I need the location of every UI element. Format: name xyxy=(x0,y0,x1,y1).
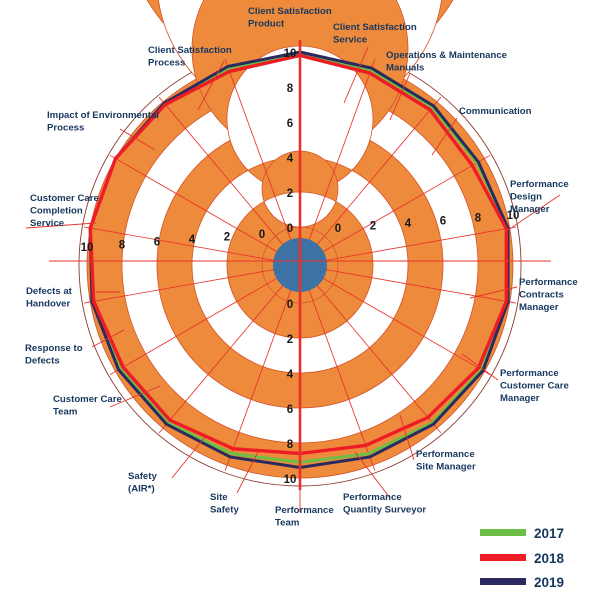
tick-label: 4 xyxy=(287,153,294,165)
tick-label: 6 xyxy=(287,118,293,130)
axis-label-l7: Performance Site Manager xyxy=(416,449,476,473)
tick-label: 4 xyxy=(287,369,294,381)
tick-label: 2 xyxy=(370,221,376,233)
tick-label: 10 xyxy=(81,242,94,254)
tick-label: 0 xyxy=(259,229,265,241)
axis-label-l17: Client Satisfaction Process xyxy=(148,45,232,69)
tick-label: 8 xyxy=(475,213,482,225)
axis-label-top: Client Satisfaction Product xyxy=(248,6,332,30)
vertical-axis xyxy=(49,40,551,490)
tick-label: 0 xyxy=(287,299,293,311)
tick-label: 6 xyxy=(287,404,293,416)
legend-label-2018: 2018 xyxy=(534,551,565,566)
axis-label-l4: Performance Design Manager xyxy=(510,179,569,215)
axis-label-l1: Client Satisfaction Service xyxy=(333,22,417,46)
tick-label: 0 xyxy=(287,223,293,235)
tick-label: 8 xyxy=(287,439,294,451)
tick-label: 10 xyxy=(284,474,297,486)
axis-label-l9: Performance Team xyxy=(275,505,334,529)
tick-label: 8 xyxy=(119,239,126,251)
tick-label: 10 xyxy=(507,210,520,222)
tick-label: 2 xyxy=(224,231,230,243)
axis-labels: Client Satisfaction Product Client Satisfa… xyxy=(25,6,578,529)
legend-label-2017: 2017 xyxy=(534,526,564,541)
tick-label: 10 xyxy=(284,48,297,60)
axis-label-l8: Performance Quantity Surveyor xyxy=(343,492,426,516)
legend-label-2019: 2019 xyxy=(534,575,564,590)
axis-label-l13: Response to Defects xyxy=(25,343,83,367)
axis-label-l12: Customer Care Team xyxy=(53,394,122,418)
axis-label-l2: Operations & Maintenance Manuals xyxy=(386,50,507,74)
tick-labels: 10 8 6 4 2 0 0 2 4 6 8 10 10 8 6 4 2 0 0 2 4 6 8 10 xyxy=(81,48,520,486)
axis-label-l11: Safety (AIR*) xyxy=(128,471,157,495)
axis-label-l6: Performance Customer Care Manager xyxy=(500,368,569,404)
legend-swatch-2019 xyxy=(480,578,526,585)
tick-label: 8 xyxy=(287,83,294,95)
tick-label: 4 xyxy=(405,218,412,230)
tick-label: 2 xyxy=(287,334,293,346)
label-leader-lines xyxy=(25,46,561,512)
tick-label: 2 xyxy=(287,188,293,200)
axis-label-l10: Site Safety xyxy=(210,492,239,516)
tick-label: 6 xyxy=(154,237,160,249)
legend-swatch-2018 xyxy=(480,554,526,561)
axis-label-l3: Communication xyxy=(459,106,532,117)
axis-label-l15: Customer Care Completion Service xyxy=(30,193,99,229)
tick-label: 6 xyxy=(440,215,446,227)
legend: 2017 2018 2019 xyxy=(480,526,565,590)
axis-label-l5: Performance Contracts Manager xyxy=(519,277,578,313)
axis-label-l16: Impact of Environmental Process xyxy=(47,110,159,134)
tick-label: 4 xyxy=(189,234,196,246)
tick-label: 0 xyxy=(335,223,341,235)
legend-swatch-2017 xyxy=(480,529,526,536)
axis-label-l14: Defects at Handover xyxy=(26,286,73,310)
